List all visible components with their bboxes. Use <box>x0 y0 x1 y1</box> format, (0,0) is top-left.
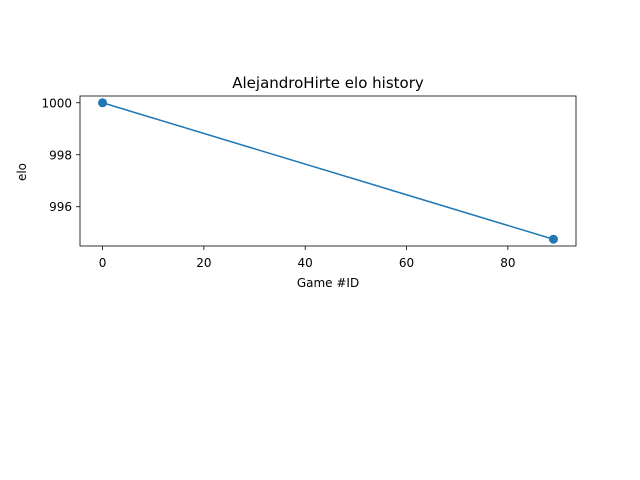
x-tick-label: 20 <box>196 256 211 270</box>
x-tick-label: 60 <box>399 256 414 270</box>
y-axis-label: elo <box>15 163 29 181</box>
axes-frame <box>79 95 577 247</box>
series-line <box>102 102 554 240</box>
x-axis-label: Game #ID <box>297 276 359 290</box>
x-tick-label: 0 <box>99 256 107 270</box>
data-point <box>98 98 108 108</box>
x-tick-label: 80 <box>500 256 515 270</box>
chart-title: AlejandroHirte elo history <box>232 74 424 92</box>
data-point <box>548 234 558 244</box>
y-tick-label: 998 <box>49 148 72 162</box>
plot-area: 0 20 40 60 80 996 998 1000 <box>41 95 577 270</box>
y-tick-label: 996 <box>49 200 72 214</box>
y-tick-label: 1000 <box>41 96 72 110</box>
x-tick-label: 40 <box>298 256 313 270</box>
